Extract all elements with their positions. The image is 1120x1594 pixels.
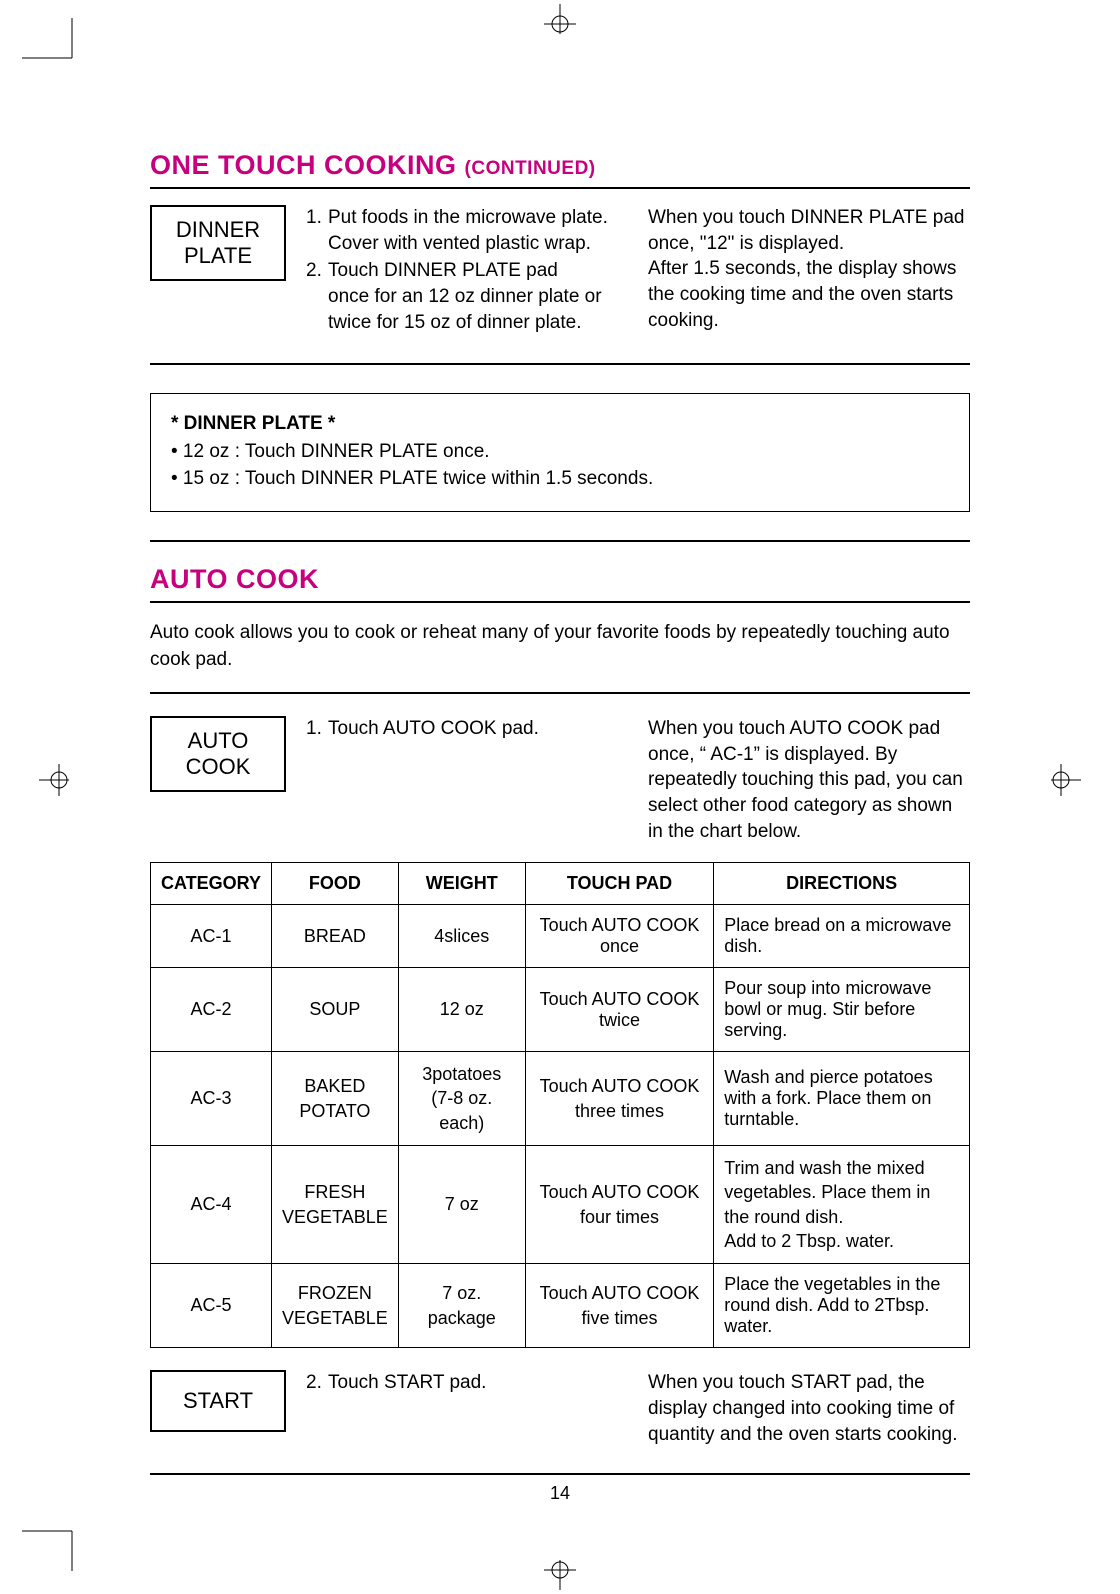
pad-label-line: START [170,1388,266,1414]
table-row: AC-4FRESHVEGETABLE7 ozTouch AUTO COOKfou… [151,1146,970,1264]
crop-mark-left [39,730,69,830]
table-cell: 3potatoes(7-8 oz. each) [398,1052,525,1146]
page-container: ONE TOUCH COOKING (CONTINUED) DINNER PLA… [0,0,1120,1594]
info-text: After 1.5 seconds, the display shows the… [648,256,970,333]
table-row: AC-1BREAD4slicesTouch AUTO COOK oncePlac… [151,905,970,968]
auto-cook-table: CATEGORY FOOD WEIGHT TOUCH PAD DIRECTION… [150,862,970,1348]
heading-text: AUTO COOK [150,564,319,594]
table-cell: AC-3 [151,1052,272,1146]
note-title: * DINNER PLATE * [171,410,949,438]
table-cell: FROZENVEGETABLE [272,1264,399,1348]
start-step: 2. Touch START pad. [306,1370,628,1396]
info-text: When you touch AUTO COOK pad once, “ AC-… [648,716,970,844]
divider [150,692,970,694]
auto-cook-pad: AUTO COOK [150,716,286,792]
note-line: • 12 oz : Touch DINNER PLATE once. [171,438,949,466]
divider [150,540,970,542]
start-pad: START [150,1370,286,1432]
step-text: Touch AUTO COOK pad. [328,718,539,739]
table-row: AC-2SOUP12 ozTouch AUTO COOK twicePour s… [151,968,970,1052]
dinner-plate-steps: 1. Put foods in the microwave plate. Cove… [306,205,628,335]
step-text: Touch START pad. [328,1372,486,1393]
divider [150,363,970,365]
table-cell: BAKEDPOTATO [272,1052,399,1146]
th-directions: DIRECTIONS [714,863,970,905]
th-touch-pad: TOUCH PAD [525,863,713,905]
table-cell: Place the vegetables in the round dish. … [714,1264,970,1348]
auto-cook-info: When you touch AUTO COOK pad once, “ AC-… [648,716,970,844]
table-cell: AC-5 [151,1264,272,1348]
divider [150,1473,970,1475]
table-cell: Touch AUTO COOKfive times [525,1264,713,1348]
crop-mark-right [1051,730,1081,830]
table-cell: Touch AUTO COOK once [525,905,713,968]
info-text: When you touch DINNER PLATE pad once, "1… [648,205,970,256]
heading-sub: (CONTINUED) [465,158,596,179]
step-text: once for an 12 oz dinner plate or [328,286,602,307]
page-number: 14 [0,1483,1120,1504]
pad-label-line: AUTO [170,728,266,754]
step-text: Put foods in the microwave plate. [328,207,608,228]
table-cell: 7 oz [398,1146,525,1264]
th-food: FOOD [272,863,399,905]
th-weight: WEIGHT [398,863,525,905]
table-cell: 12 oz [398,968,525,1052]
pad-label-line: PLATE [170,243,266,269]
table-cell: AC-1 [151,905,272,968]
step-number: 2. [306,258,322,284]
table-cell: BREAD [272,905,399,968]
step-number: 1. [306,716,322,742]
info-text: When you touch START pad, the display ch… [648,1370,970,1447]
pad-label-line: COOK [170,754,266,780]
table-cell: 7 oz.package [398,1264,525,1348]
dinner-plate-pad: DINNER PLATE [150,205,286,281]
table-cell: Touch AUTO COOKfour times [525,1146,713,1264]
table-cell: Touch AUTO COOK twice [525,968,713,1052]
auto-cook-step: 1. Touch AUTO COOK pad. [306,716,628,742]
table-cell: FRESHVEGETABLE [272,1146,399,1264]
table-cell: Wash and pierce potatoes with a fork. Pl… [714,1052,970,1146]
step-text: twice for 15 oz of dinner plate. [328,312,581,333]
table-cell: Touch AUTO COOKthree times [525,1052,713,1146]
table-cell: 4slices [398,905,525,968]
table-cell: Place bread on a microwave dish. [714,905,970,968]
start-info: When you touch START pad, the display ch… [648,1370,970,1447]
crop-mark-bottom [510,1560,610,1590]
table-header-row: CATEGORY FOOD WEIGHT TOUCH PAD DIRECTION… [151,863,970,905]
pad-label-line: DINNER [170,217,266,243]
table-cell: AC-4 [151,1146,272,1264]
step-text: Cover with vented plastic wrap. [328,233,591,254]
table-cell: Trim and wash the mixed vegetables. Plac… [714,1146,970,1264]
step-number: 2. [306,1370,322,1396]
table-row: AC-5FROZENVEGETABLE7 oz.packageTouch AUT… [151,1264,970,1348]
table-cell: AC-2 [151,968,272,1052]
table-cell: SOUP [272,968,399,1052]
note-line: • 15 oz : Touch DINNER PLATE twice withi… [171,465,949,493]
auto-cook-intro: Auto cook allows you to cook or reheat m… [150,619,970,674]
step-number: 1. [306,205,322,231]
table-row: AC-3BAKEDPOTATO3potatoes(7-8 oz. each)To… [151,1052,970,1146]
table-cell: Pour soup into microwave bowl or mug. St… [714,968,970,1052]
dinner-plate-info: When you touch DINNER PLATE pad once, "1… [648,205,970,333]
step-text: Touch DINNER PLATE pad [328,260,558,281]
dinner-plate-note-box: * DINNER PLATE * • 12 oz : Touch DINNER … [150,393,970,512]
th-category: CATEGORY [151,863,272,905]
heading-main: ONE TOUCH COOKING [150,150,465,180]
heading-auto-cook: AUTO COOK [150,564,970,603]
corner-mark-bottom-left [22,1511,82,1576]
corner-mark-top-left [22,18,82,83]
heading-one-touch-cooking: ONE TOUCH COOKING (CONTINUED) [150,150,970,189]
